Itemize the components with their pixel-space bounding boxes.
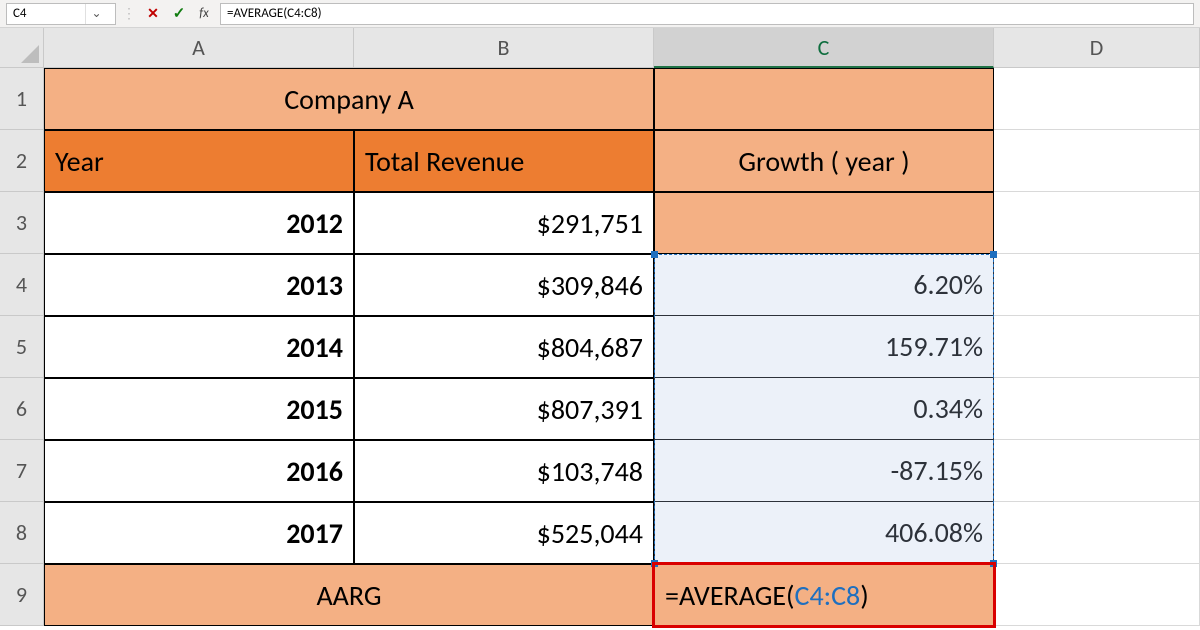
cell-empty[interactable] bbox=[994, 192, 1200, 254]
row-header-1[interactable]: 1 bbox=[0, 68, 44, 130]
cell-year[interactable]: 2015 bbox=[44, 378, 354, 440]
cell-empty[interactable] bbox=[994, 440, 1200, 502]
cell-growth[interactable]: 6.20% bbox=[654, 254, 994, 316]
column-headers: ABCD bbox=[44, 28, 1200, 68]
cell-revenue[interactable]: $103,748 bbox=[354, 440, 654, 502]
cell-growth[interactable]: -87.15% bbox=[654, 440, 994, 502]
row-header-4[interactable]: 4 bbox=[0, 254, 44, 316]
column-header-C[interactable]: C bbox=[654, 28, 994, 68]
revenue-header-label: Total Revenue bbox=[365, 144, 524, 179]
name-box-input[interactable] bbox=[7, 6, 85, 21]
cell-aarg-label[interactable]: AARG bbox=[44, 564, 654, 626]
cells-area: Company A Year Total Revenue Growth ( ye… bbox=[44, 68, 1200, 626]
row-header-5[interactable]: 5 bbox=[0, 316, 44, 378]
column-header-B[interactable]: B bbox=[354, 28, 654, 68]
row-header-9[interactable]: 9 bbox=[0, 564, 44, 626]
formula-bar: ⌄ ⋮ ✕ ✓ fx bbox=[0, 0, 1200, 28]
aarg-label: AARG bbox=[316, 578, 381, 613]
row-header-6[interactable]: 6 bbox=[0, 378, 44, 440]
cell-revenue[interactable]: $309,846 bbox=[354, 254, 654, 316]
cell-growth[interactable]: 159.71% bbox=[654, 316, 994, 378]
cell-D9[interactable] bbox=[994, 564, 1200, 626]
row-header-7[interactable]: 7 bbox=[0, 440, 44, 502]
company-title: Company A bbox=[284, 82, 414, 117]
cell-empty[interactable] bbox=[994, 254, 1200, 316]
fx-icon[interactable]: fx bbox=[194, 3, 216, 25]
formula-prefix: =AVERAGE( bbox=[665, 578, 795, 613]
row-header-3[interactable]: 3 bbox=[0, 192, 44, 254]
cell-growth[interactable]: 0.34% bbox=[654, 378, 994, 440]
cell-revenue[interactable]: $807,391 bbox=[354, 378, 654, 440]
cell-year-header[interactable]: Year bbox=[44, 130, 354, 192]
formula-input-wrap[interactable] bbox=[220, 3, 1194, 25]
cell-company-title[interactable]: Company A bbox=[44, 68, 654, 130]
formula-suffix: ) bbox=[860, 578, 869, 613]
cell-formula[interactable]: =AVERAGE(C4:C8) bbox=[654, 564, 994, 626]
cell-growth[interactable]: 406.08% bbox=[654, 502, 994, 564]
formula-input[interactable] bbox=[227, 6, 1187, 21]
cell-D1[interactable] bbox=[994, 68, 1200, 130]
select-all-corner[interactable] bbox=[0, 28, 44, 68]
cell-year[interactable]: 2013 bbox=[44, 254, 354, 316]
column-header-A[interactable]: A bbox=[44, 28, 354, 68]
cell-year[interactable]: 2014 bbox=[44, 316, 354, 378]
year-header-label: Year bbox=[55, 144, 104, 179]
cell-revenue[interactable]: $804,687 bbox=[354, 316, 654, 378]
cell-year[interactable]: 2012 bbox=[44, 192, 354, 254]
row-header-2[interactable]: 2 bbox=[0, 130, 44, 192]
cell-C1[interactable] bbox=[654, 68, 994, 130]
cancel-icon[interactable]: ✕ bbox=[142, 3, 164, 25]
cell-growth[interactable] bbox=[654, 192, 994, 254]
column-header-D[interactable]: D bbox=[994, 28, 1200, 68]
chevron-down-icon[interactable]: ⌄ bbox=[85, 4, 107, 24]
name-box[interactable]: ⌄ bbox=[6, 3, 116, 25]
row-header-8[interactable]: 8 bbox=[0, 502, 44, 564]
cell-revenue-header[interactable]: Total Revenue bbox=[354, 130, 654, 192]
formula-ref: C4:C8 bbox=[795, 578, 861, 613]
row-headers: 123456789 bbox=[0, 68, 44, 626]
accept-icon[interactable]: ✓ bbox=[168, 3, 190, 25]
cell-growth-header[interactable]: Growth ( year ) bbox=[654, 130, 994, 192]
growth-header-label: Growth ( year ) bbox=[738, 144, 909, 179]
cell-year[interactable]: 2016 bbox=[44, 440, 354, 502]
separator: ⋮ bbox=[120, 5, 138, 22]
cell-revenue[interactable]: $291,751 bbox=[354, 192, 654, 254]
cell-empty[interactable] bbox=[994, 502, 1200, 564]
cell-empty[interactable] bbox=[994, 316, 1200, 378]
cell-revenue[interactable]: $525,044 bbox=[354, 502, 654, 564]
cell-year[interactable]: 2017 bbox=[44, 502, 354, 564]
cell-D2[interactable] bbox=[994, 130, 1200, 192]
cell-empty[interactable] bbox=[994, 378, 1200, 440]
